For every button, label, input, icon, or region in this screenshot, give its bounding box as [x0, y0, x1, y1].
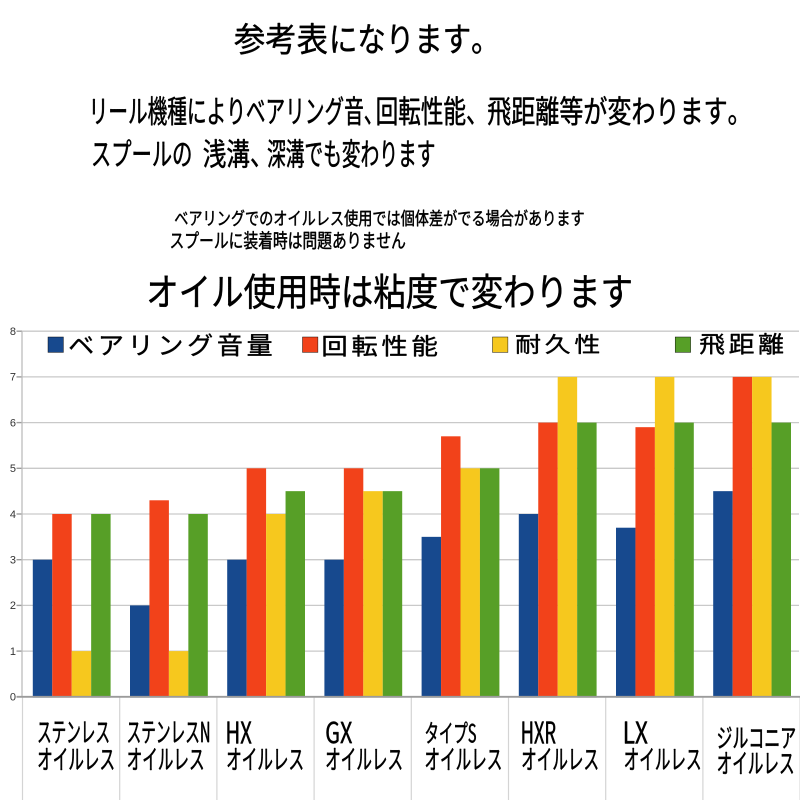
- svg-text:1: 1: [10, 646, 16, 658]
- svg-text:5: 5: [10, 463, 16, 475]
- svg-text:7: 7: [10, 372, 16, 384]
- svg-text:4: 4: [10, 509, 16, 521]
- svg-text:3: 3: [10, 555, 16, 567]
- svg-text:8: 8: [10, 326, 16, 338]
- svg-text:6: 6: [10, 417, 16, 429]
- svg-text:2: 2: [10, 600, 16, 612]
- svg-text:0: 0: [10, 692, 16, 704]
